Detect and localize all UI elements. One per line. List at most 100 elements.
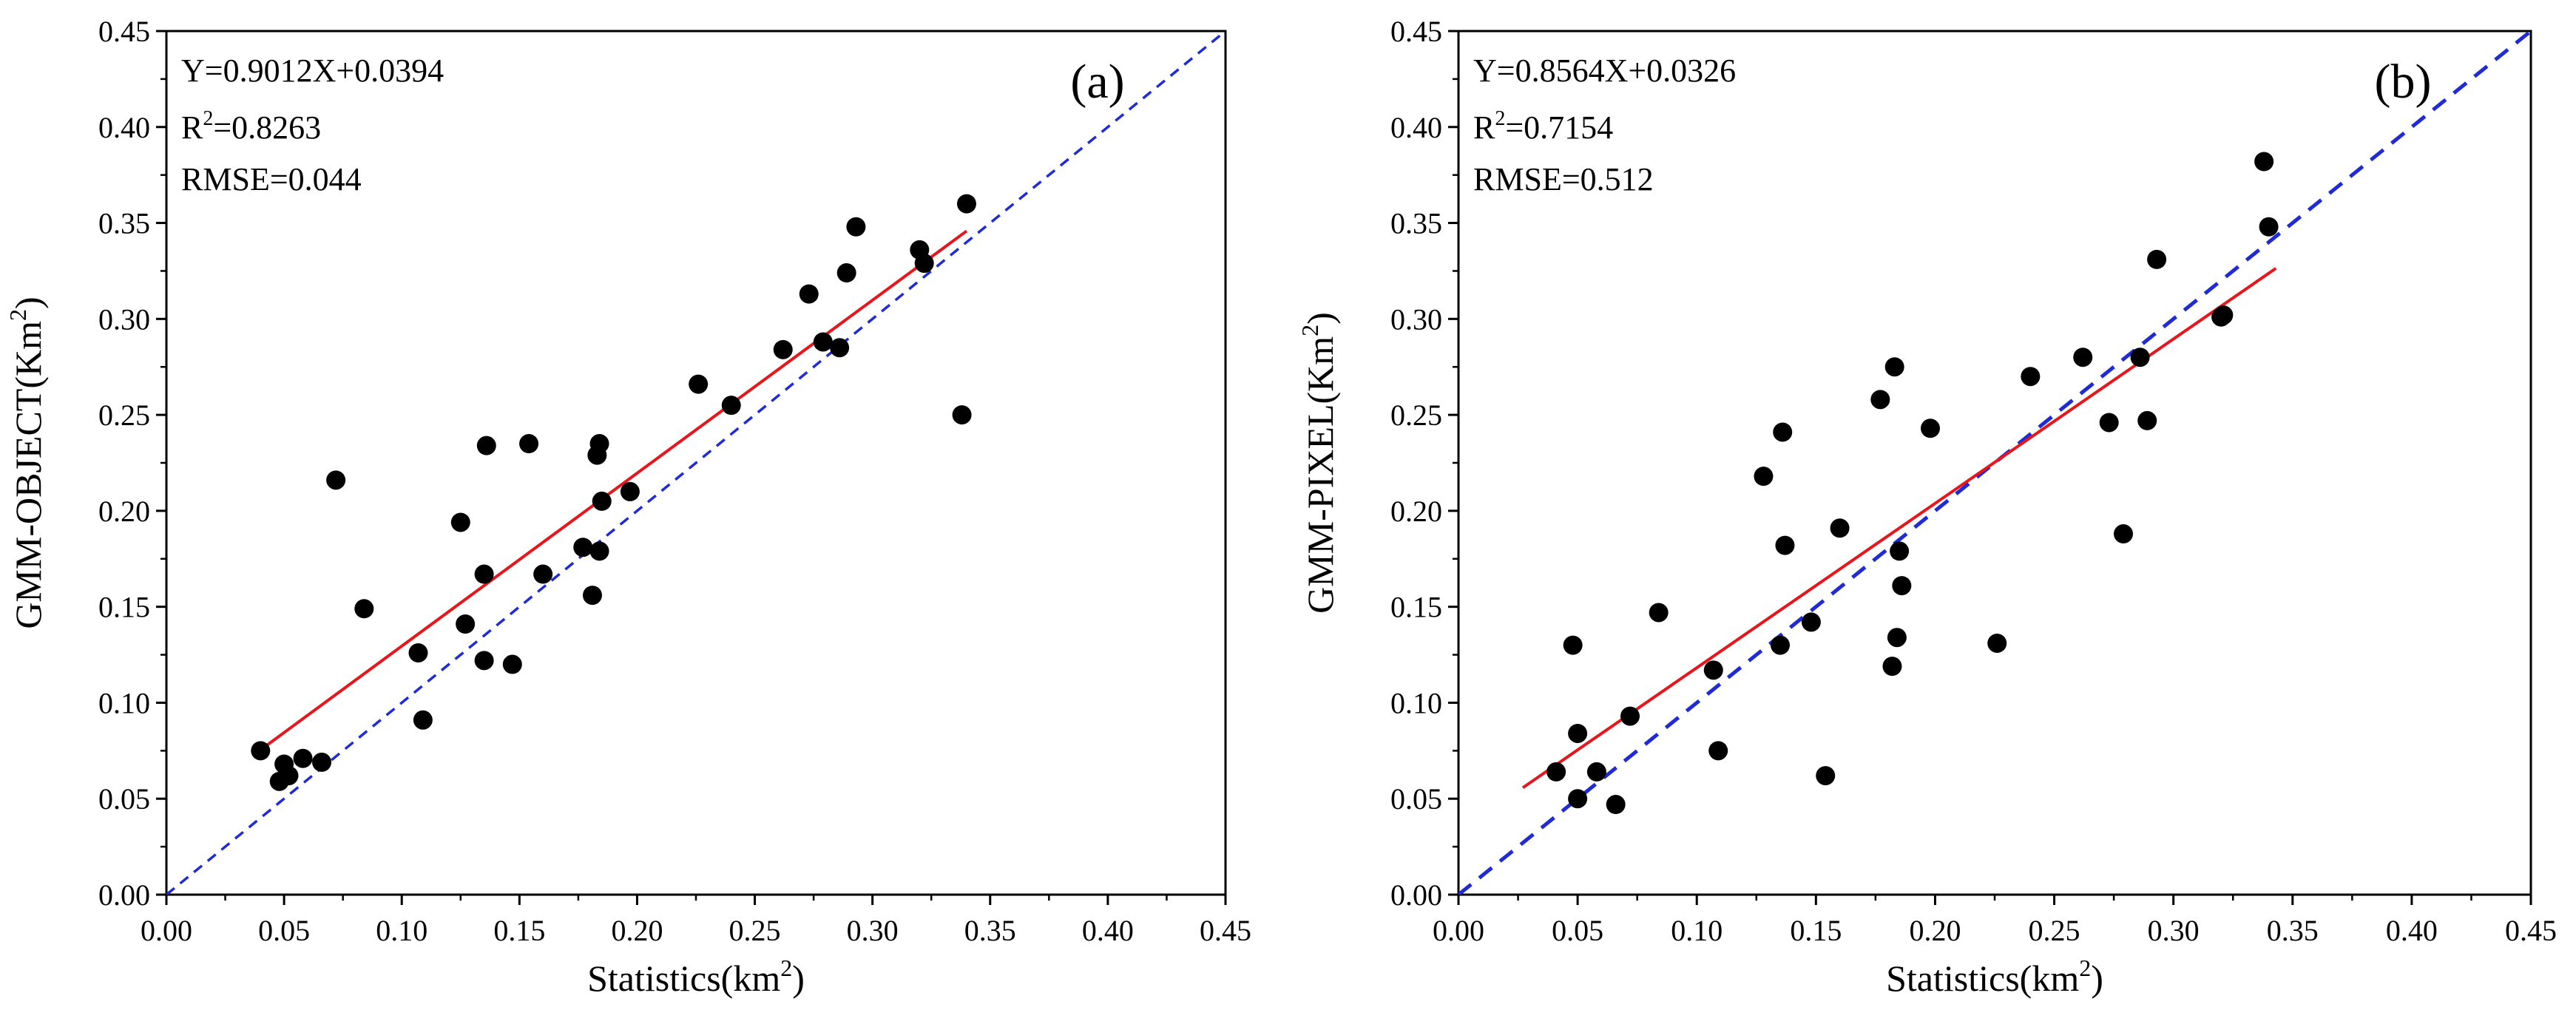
- x-tick-label: 0.15: [493, 914, 545, 947]
- y-axis: 0.00 0.05 0.10 0.15 0.20 0.25 0.30 0.35 0.40 0.45: [98, 15, 166, 912]
- data-points: [251, 194, 976, 791]
- data-point: [1987, 633, 2007, 653]
- data-point: [312, 752, 332, 772]
- data-point: [456, 614, 476, 634]
- data-point: [2114, 524, 2133, 544]
- data-point: [251, 741, 271, 761]
- x-tick-label: 0.10: [376, 914, 427, 947]
- y-axis-title-tail: ): [1299, 312, 1341, 325]
- data-point: [2214, 305, 2234, 325]
- r-squared-superscript: 2: [1495, 107, 1505, 130]
- y-tick-label: 0.10: [1390, 686, 1442, 719]
- rmse-label: RMSE=0.512: [1473, 161, 1654, 197]
- x-axis: 0.00 0.05 0.10 0.15 0.20 0.25 0.30 0.35 0.40 0.45: [141, 895, 1251, 947]
- r-squared-label: R2=0.8263: [181, 107, 321, 146]
- data-point: [2259, 217, 2279, 237]
- data-point: [830, 338, 850, 358]
- x-tick-label: 0.40: [1082, 914, 1134, 947]
- data-point: [2147, 249, 2167, 269]
- y-tick-label: 0.00: [98, 878, 150, 912]
- data-point: [450, 512, 470, 532]
- x-axis-title: Statistics(km2): [1886, 955, 2103, 999]
- x-axis: 0.00 0.05 0.10 0.15 0.20 0.25 0.30 0.35 0.40 0.45: [1433, 895, 2557, 947]
- y-tick-label: 0.05: [98, 782, 150, 816]
- x-axis-title-tail: ): [2091, 957, 2103, 999]
- y-axis-title: GMM-PIXEL(Km2): [1297, 312, 1341, 614]
- data-point: [1754, 467, 1774, 487]
- r-squared-prefix: R: [1473, 109, 1495, 146]
- identity-line: [166, 31, 1226, 895]
- regression-line: [260, 229, 968, 751]
- x-axis-title-superscript: 2: [780, 955, 792, 981]
- data-point: [589, 541, 609, 561]
- data-point: [836, 263, 856, 283]
- data-point: [476, 435, 496, 455]
- data-point: [689, 374, 709, 394]
- data-point: [279, 766, 299, 786]
- data-point: [1546, 762, 1566, 782]
- x-tick-label: 0.30: [847, 914, 899, 947]
- x-tick-label: 0.35: [964, 914, 1016, 947]
- data-point: [1830, 518, 1850, 538]
- r-squared-prefix: R: [181, 109, 203, 146]
- x-axis-title-tail: ): [792, 957, 805, 999]
- data-points: [1546, 152, 2279, 815]
- data-point: [1921, 418, 1940, 438]
- y-tick-label: 0.30: [98, 302, 150, 336]
- y-tick-label: 0.15: [98, 591, 150, 624]
- equation-label: Y=0.9012X+0.0394: [181, 52, 444, 89]
- regression-line: [1521, 267, 2277, 790]
- data-point: [1884, 357, 1904, 377]
- data-point: [1620, 706, 1640, 726]
- x-tick-label: 0.10: [1671, 914, 1723, 947]
- data-point: [1708, 741, 1728, 761]
- data-point: [502, 654, 522, 674]
- x-axis-title: Statistics(km2): [587, 955, 805, 999]
- y-tick-label: 0.40: [98, 111, 150, 144]
- data-point: [952, 405, 972, 425]
- data-point: [846, 217, 866, 237]
- r-squared-value: =0.7154: [1505, 109, 1613, 146]
- r-squared-label: R2=0.7154: [1473, 107, 1613, 146]
- y-tick-label: 0.40: [1390, 111, 1442, 144]
- panel-label: (a): [1070, 55, 1124, 109]
- y-tick-label: 0.00: [1390, 878, 1442, 912]
- data-point: [582, 586, 602, 606]
- y-tick-label: 0.45: [98, 15, 150, 48]
- y-axis-title-superscript: 2: [1297, 325, 1323, 336]
- x-tick-label: 0.30: [2148, 914, 2200, 947]
- data-point: [1887, 628, 1907, 648]
- data-point: [956, 194, 976, 214]
- x-axis-title-text: Statistics(km: [1886, 957, 2079, 999]
- x-tick-label: 0.20: [1909, 914, 1961, 947]
- y-tick-label: 0.35: [98, 207, 150, 240]
- x-axis-title-superscript: 2: [2079, 955, 2091, 981]
- x-tick-label: 0.40: [2386, 914, 2438, 947]
- rmse-label: RMSE=0.044: [181, 161, 362, 197]
- data-point: [2073, 348, 2093, 367]
- x-tick-label: 0.05: [1552, 914, 1603, 947]
- y-tick-label: 0.35: [1390, 207, 1442, 240]
- panel-a: 0.00 0.05 0.10 0.15 0.20 0.25 0.30 0.35 0.40 0.45…: [4, 15, 1251, 999]
- y-tick-label: 0.10: [98, 686, 150, 719]
- y-axis-title-tail: ): [7, 296, 49, 309]
- data-point: [813, 332, 833, 352]
- y-tick-label: 0.15: [1390, 591, 1442, 624]
- y-axis-title-text: GMM-OBJECT(Km: [7, 321, 49, 629]
- data-point: [354, 599, 374, 619]
- panel-label: (b): [2375, 55, 2432, 109]
- data-point: [2021, 367, 2041, 387]
- y-tick-label: 0.05: [1390, 782, 1442, 816]
- x-tick-label: 0.25: [729, 914, 781, 947]
- x-tick-label: 0.25: [2029, 914, 2080, 947]
- data-point: [1568, 723, 1588, 743]
- data-point: [1882, 657, 1902, 677]
- y-tick-label: 0.20: [98, 495, 150, 528]
- y-axis-title-superscript: 2: [4, 309, 31, 321]
- r-squared-value: =0.8263: [213, 109, 321, 146]
- data-point: [1801, 612, 1821, 632]
- data-point: [413, 710, 433, 730]
- y-axis-title: GMM-OBJECT(Km2): [4, 296, 49, 628]
- y-tick-label: 0.45: [1390, 15, 1442, 48]
